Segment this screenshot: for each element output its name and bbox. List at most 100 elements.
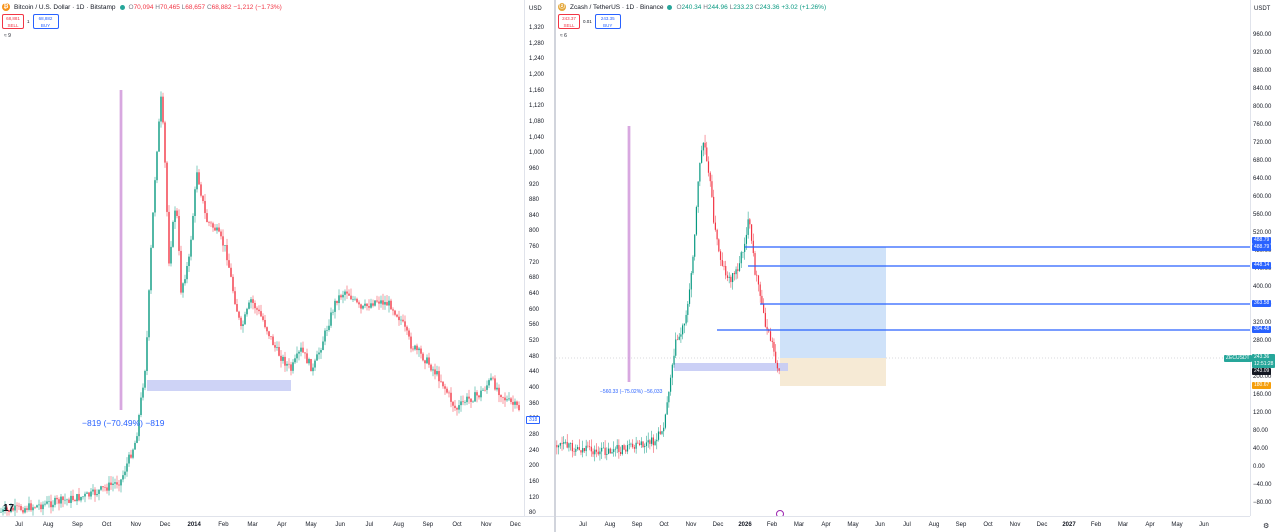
- candle: [268, 331, 270, 337]
- btc-indicators-toggle[interactable]: ≈ 9: [4, 33, 11, 39]
- candle: [282, 356, 284, 361]
- candle: [252, 299, 254, 303]
- price-tick: 880.00: [1253, 68, 1272, 74]
- candle: [32, 507, 34, 511]
- candle: [450, 392, 452, 402]
- candle: [456, 408, 458, 410]
- candle: [462, 401, 464, 403]
- candle: [264, 319, 266, 328]
- candle: [182, 283, 184, 293]
- zec-chart-pane[interactable]: ⓩ Zcash / TetherUS · 1D · Binance O240.3…: [556, 0, 1278, 532]
- candle: [242, 324, 244, 327]
- candle: [468, 396, 470, 399]
- btc-sell-button[interactable]: 68,881 SELL: [2, 14, 24, 29]
- candle: [607, 448, 610, 454]
- candle: [160, 96, 162, 122]
- time-tick: Jun: [1199, 522, 1209, 528]
- candle: [74, 500, 76, 502]
- zec-trade-buttons: 243.37 SELL 0.01 243.35 BUY: [558, 14, 621, 29]
- zec-indicators-toggle[interactable]: ≈ 6: [560, 33, 567, 39]
- candle: [776, 362, 779, 369]
- candle: [20, 506, 22, 511]
- candle: [76, 494, 78, 502]
- btc-chart-pane[interactable]: ₿ Bitcoin / U.S. Dollar · 1D · Bitstamp …: [0, 0, 556, 532]
- btc-candles: [0, 91, 520, 516]
- time-tick: Feb: [766, 522, 778, 528]
- candle: [656, 439, 658, 442]
- candle: [186, 266, 188, 280]
- zcash-icon: ⓩ: [558, 3, 566, 11]
- candle: [556, 445, 558, 448]
- candle: [150, 247, 152, 291]
- candle: [50, 501, 52, 508]
- btc-time-axis[interactable]: Jul Aug Sep Oct Nov Dec 2014 Feb Mar Apr May Jun Jul…: [0, 516, 554, 532]
- candle: [308, 358, 310, 364]
- candle: [154, 180, 156, 213]
- candle: [563, 442, 565, 444]
- price-tick: 760: [529, 244, 540, 251]
- candle: [340, 295, 342, 298]
- zec-sell-button[interactable]: 243.37 SELL: [558, 14, 580, 29]
- candle: [446, 388, 448, 393]
- candle: [694, 234, 696, 257]
- zec-time-axis[interactable]: Jul Aug Sep Oct Nov Dec 2026 Feb Mar Apr May Jun Jul…: [556, 516, 1250, 532]
- candle: [384, 302, 386, 305]
- candle: [358, 302, 360, 305]
- candle: [590, 446, 592, 452]
- candle: [380, 300, 382, 304]
- candle: [274, 345, 276, 348]
- candle: [262, 316, 264, 320]
- candle: [690, 273, 692, 290]
- candle: [573, 451, 575, 452]
- candle: [566, 441, 568, 448]
- candle: [616, 445, 618, 449]
- candle: [362, 305, 364, 309]
- candle: [206, 213, 208, 223]
- candle: [118, 484, 120, 486]
- tradingview-logo-icon[interactable]: 17: [3, 503, 15, 514]
- candle: [749, 219, 751, 225]
- zec-buy-button[interactable]: 243.35 BUY: [594, 14, 621, 29]
- btc-support-zone[interactable]: [147, 380, 291, 391]
- time-tick: May: [1171, 522, 1183, 528]
- candle: [571, 443, 573, 452]
- candle: [695, 206, 698, 235]
- candle: [284, 356, 286, 366]
- price-tick: 1,200: [529, 71, 545, 78]
- candle: [18, 505, 20, 507]
- candle: [316, 354, 318, 361]
- btc-price-plot[interactable]: [0, 0, 524, 516]
- candle: [98, 489, 100, 494]
- candle: [158, 121, 160, 152]
- zec-stop-zone[interactable]: [780, 358, 886, 386]
- settings-gear-icon[interactable]: ⚙: [1263, 523, 1270, 530]
- candle: [364, 303, 366, 306]
- candle: [611, 452, 613, 454]
- btc-buy-button[interactable]: 68,882 BUY: [32, 14, 59, 29]
- time-tick: Aug: [604, 522, 616, 528]
- candle: [140, 397, 142, 416]
- btc-price-axis[interactable]: USD 1,320 1,280 1,240 1,200 1,160 1,120 1,080 1…: [524, 0, 554, 516]
- candle: [164, 122, 166, 163]
- btc-trade-buttons: 68,881 SELL 1 68,882 BUY: [2, 14, 59, 29]
- candle: [716, 229, 718, 240]
- zec-price-axis[interactable]: USDT 960.00 920.00 880.00 840.00 800.00 760.0…: [1250, 0, 1278, 516]
- candle: [124, 471, 126, 476]
- btc-symbol-title[interactable]: Bitcoin / U.S. Dollar · 1D · Bitstamp: [14, 3, 116, 11]
- candle: [594, 449, 596, 455]
- zec-support-zone[interactable]: [674, 363, 788, 371]
- candle: [60, 496, 62, 504]
- time-tick: Jul: [365, 522, 374, 528]
- zec-target-zone[interactable]: [780, 247, 886, 358]
- event-marker-icon[interactable]: [776, 510, 784, 517]
- zec-symbol-title[interactable]: Zcash / TetherUS · 1D · Binance: [570, 3, 664, 11]
- candle: [476, 392, 478, 396]
- candle: [702, 142, 704, 151]
- candle: [306, 353, 308, 364]
- candle: [344, 291, 346, 295]
- candle: [682, 325, 684, 335]
- candle: [728, 276, 730, 278]
- candle: [346, 291, 348, 294]
- candle: [723, 265, 725, 267]
- zec-price-plot[interactable]: [556, 0, 1250, 516]
